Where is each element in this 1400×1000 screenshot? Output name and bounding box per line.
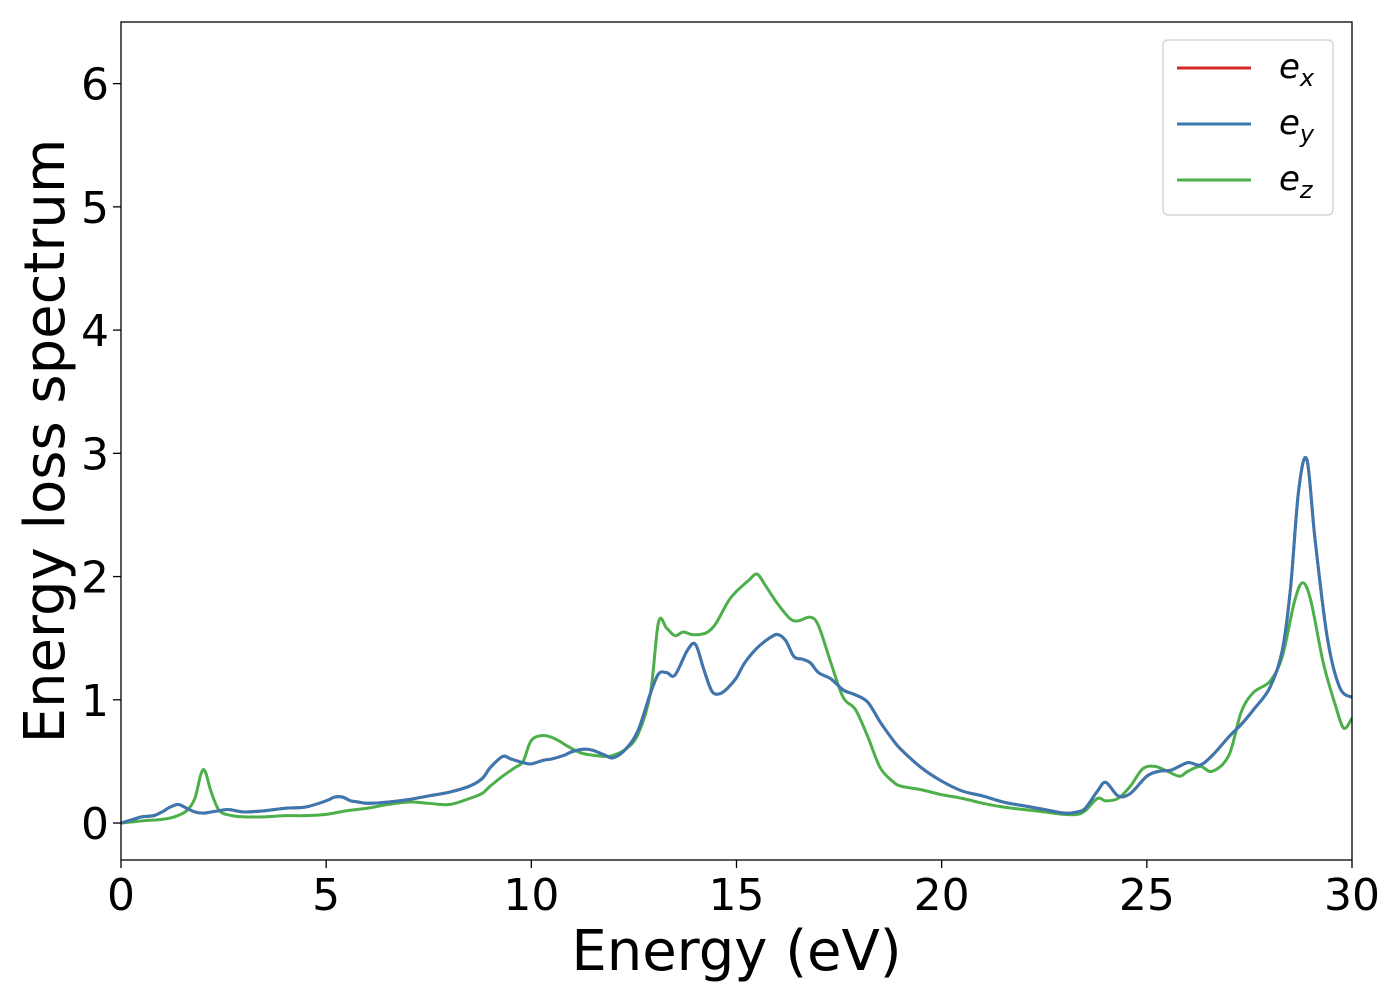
y-tick-label: 5 bbox=[81, 183, 109, 234]
x-tick-label: 20 bbox=[914, 870, 970, 921]
series-layer bbox=[121, 456, 1352, 825]
y-tick-label: 0 bbox=[81, 799, 109, 850]
y-axis-label: Energy loss spectrum bbox=[13, 139, 78, 744]
x-tick-label: 15 bbox=[709, 870, 765, 921]
x-tick-label: 30 bbox=[1324, 870, 1380, 921]
legend-label-ex: ex bbox=[1279, 47, 1315, 92]
x-axis-label: Energy (eV) bbox=[571, 919, 901, 984]
x-tick-label: 0 bbox=[107, 870, 135, 921]
ticks-layer: 0 5 10 15 20 25 30 0 1 2 3 4 5 6 bbox=[81, 60, 1380, 921]
x-tick-label: 5 bbox=[312, 870, 340, 921]
series-line-ey bbox=[121, 456, 1352, 825]
y-tick-label: 4 bbox=[81, 306, 109, 357]
y-tick-label: 1 bbox=[81, 676, 109, 727]
x-tick-label: 10 bbox=[503, 870, 559, 921]
legend-box bbox=[1162, 39, 1334, 216]
y-tick-label: 6 bbox=[81, 60, 109, 111]
y-tick-label: 3 bbox=[81, 429, 109, 480]
legend-label-ez: ez bbox=[1279, 159, 1314, 204]
x-tick-label: 25 bbox=[1119, 870, 1175, 921]
legend: ex ey ez bbox=[1162, 39, 1334, 216]
legend-label-ey: ey bbox=[1279, 103, 1315, 148]
y-tick-label: 2 bbox=[81, 553, 109, 604]
